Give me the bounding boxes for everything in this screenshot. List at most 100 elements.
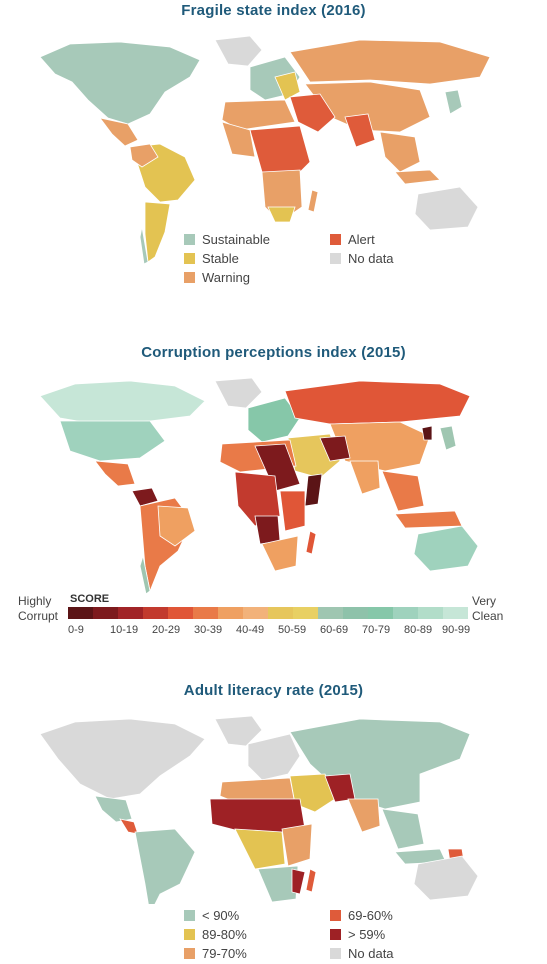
afghanistan-iraq <box>319 435 351 462</box>
score-tick-90-99: 90-99 <box>442 624 471 636</box>
score-tick-50-59: 50-59 <box>278 624 307 636</box>
score-swatch <box>443 607 468 619</box>
score-tick-60-69: 60-69 <box>320 624 349 636</box>
swatch-stable <box>184 253 195 264</box>
swatch-sustainable <box>184 234 195 245</box>
score-swatch <box>343 607 368 619</box>
swatch-alert <box>330 234 341 245</box>
south-africa <box>267 206 296 223</box>
russia <box>284 380 471 425</box>
canada <box>39 380 206 425</box>
legend-very-clean: Very Clean <box>472 594 504 623</box>
world-map-literacy <box>39 715 479 904</box>
greenland <box>214 35 263 67</box>
score-tick-70-79: 70-79 <box>362 624 391 636</box>
mozambique <box>291 868 306 895</box>
legend-item-89-80: 89-80% <box>184 927 247 942</box>
madagascar <box>305 530 317 555</box>
legend-item-gt-59: > 59% <box>330 927 385 942</box>
somalia <box>304 473 323 507</box>
brazil <box>157 505 196 547</box>
world-map-fragile-state <box>39 35 491 265</box>
australia <box>414 186 479 231</box>
world-map-corruption <box>39 377 479 595</box>
swatch-89-80 <box>184 929 195 940</box>
legend-item-no-data: No data <box>330 251 394 266</box>
legend-label: No data <box>348 946 394 961</box>
legend-item-no-data: No data <box>330 946 394 961</box>
china-central-asia <box>329 421 431 472</box>
swatch-warning <box>184 272 195 283</box>
southern-africa <box>257 865 299 903</box>
north-america <box>39 718 206 800</box>
legend-item-79-70: 79-70% <box>184 946 247 961</box>
north-africa <box>221 99 296 131</box>
mexico <box>94 460 136 487</box>
mexico <box>94 795 133 823</box>
venezuela <box>131 487 159 507</box>
swatch-gt-59 <box>330 929 341 940</box>
legend-fragile-state: Sustainable Stable Warning Alert No data <box>0 232 547 292</box>
score-tick-80-89: 80-89 <box>404 624 433 636</box>
legend-label: Sustainable <box>202 232 270 247</box>
score-swatch <box>168 607 193 619</box>
usa <box>59 420 166 462</box>
southeast-asia <box>379 131 421 173</box>
swatch-lt-90 <box>184 910 195 921</box>
india <box>349 460 381 495</box>
legend-item-sustainable: Sustainable <box>184 232 270 247</box>
legend-item-lt-90: < 90% <box>184 908 239 923</box>
madagascar <box>307 189 319 213</box>
south-america-south <box>144 201 171 263</box>
japan <box>439 425 457 451</box>
greenland <box>214 377 263 409</box>
asia-middle <box>304 81 431 133</box>
swatch-no-data <box>330 253 341 264</box>
legend-item-stable: Stable <box>184 251 239 266</box>
north-korea <box>421 425 433 441</box>
legend-label: < 90% <box>202 908 240 923</box>
north-america <box>39 41 201 125</box>
score-swatch <box>293 607 318 619</box>
mexico <box>99 117 139 147</box>
swatch-no-data <box>330 948 341 959</box>
score-tick-30-39: 30-39 <box>194 624 223 636</box>
angola <box>254 515 281 545</box>
russia <box>289 39 491 85</box>
legend-label: 69-60% <box>348 908 393 923</box>
legend-label: 79-70% <box>202 946 247 961</box>
greenland <box>214 715 263 747</box>
map-title-literacy: Adult literacy rate (2015) <box>183 682 364 699</box>
score-swatch <box>393 607 418 619</box>
southeast-asia <box>381 808 425 850</box>
swatch-79-70 <box>184 948 195 959</box>
legend-label: Stable <box>202 251 239 266</box>
score-swatch <box>193 607 218 619</box>
legend-label: Alert <box>348 232 375 247</box>
europe <box>247 397 301 443</box>
east-africa <box>279 490 306 532</box>
legend-highly-corrupt: Highly Corrupt <box>18 594 59 623</box>
score-label: SCORE <box>70 593 110 605</box>
score-swatch <box>243 607 268 619</box>
score-swatch <box>268 607 293 619</box>
score-swatch <box>368 607 393 619</box>
score-swatch <box>93 607 118 619</box>
score-swatch <box>68 607 93 619</box>
score-color-bar <box>68 607 468 619</box>
madagascar <box>305 868 317 893</box>
chile-uruguay <box>139 226 149 265</box>
southern-africa <box>261 535 299 572</box>
middle-east-alert <box>289 93 336 133</box>
score-tick-10-19: 10-19 <box>110 624 139 636</box>
eastern-europe <box>274 71 301 101</box>
legend-literacy: < 90% 89-80% 79-70% 69-60% > 59% No data <box>0 908 547 964</box>
venezuela-colombia <box>129 143 159 168</box>
legend-label: > 59% <box>348 927 386 942</box>
india <box>347 798 381 833</box>
australia <box>413 525 479 572</box>
east-africa <box>281 823 313 867</box>
score-tick-20-29: 20-29 <box>152 624 181 636</box>
legend-item-warning: Warning <box>184 270 250 285</box>
legend-item-69-60: 69-60% <box>330 908 393 923</box>
